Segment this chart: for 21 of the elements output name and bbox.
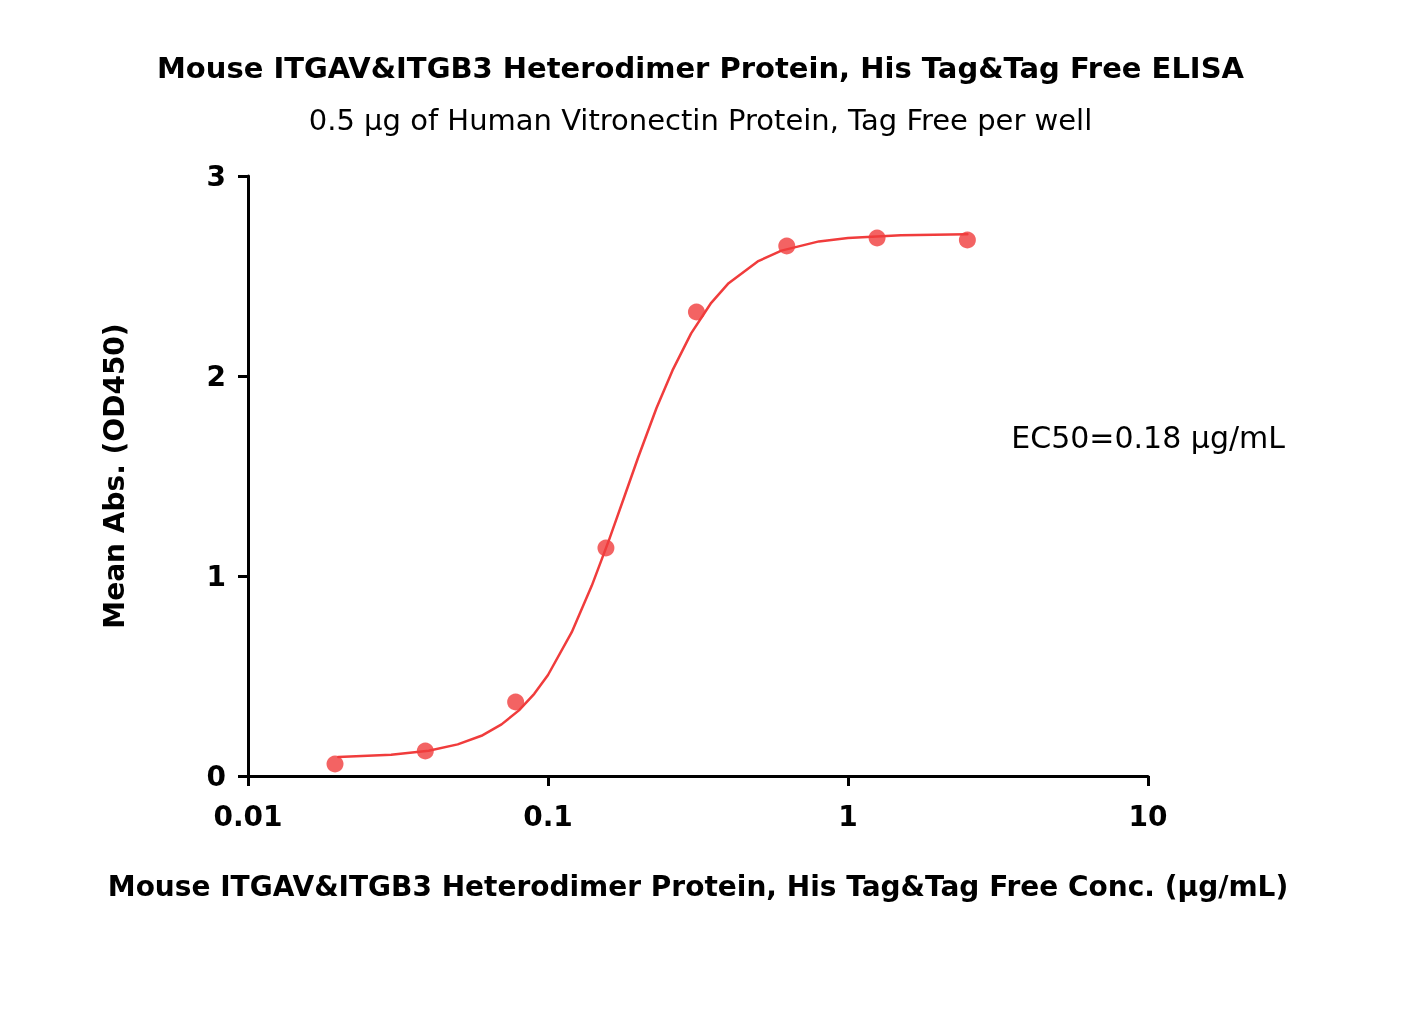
x-tick-label: 1 bbox=[838, 799, 858, 833]
y-tick-label: 3 bbox=[206, 159, 226, 193]
y-axis-title: Mean Abs. (OD450) bbox=[97, 323, 131, 629]
point bbox=[958, 231, 976, 249]
point bbox=[778, 237, 796, 255]
point bbox=[326, 755, 344, 773]
annotation: EC50=0.18 μg/mL bbox=[1011, 419, 1286, 455]
y-tick-label: 0 bbox=[206, 759, 226, 793]
x-tick-label: 0.01 bbox=[213, 799, 283, 833]
point bbox=[507, 693, 525, 711]
point bbox=[416, 742, 434, 760]
chart-subtitle: 0.5 μg of Human Vitronectin Protein, Tag Free per well bbox=[308, 102, 1093, 137]
x-tick-label: 10 bbox=[1128, 799, 1168, 833]
chart-title: Mouse ITGAV&ITGB3 Heterodimer Protein, His Tag&Tag Free ELISA bbox=[157, 50, 1245, 85]
y-tick-label: 2 bbox=[206, 359, 226, 393]
y-tick-label: 1 bbox=[206, 559, 226, 593]
point bbox=[868, 229, 886, 247]
point bbox=[687, 303, 705, 321]
point bbox=[597, 539, 615, 557]
x-axis-title: Mouse ITGAV&ITGB3 Heterodimer Protein, His Tag&Tag Free Conc. (μg/mL) bbox=[107, 869, 1289, 903]
x-tick-label: 0.1 bbox=[523, 799, 573, 833]
